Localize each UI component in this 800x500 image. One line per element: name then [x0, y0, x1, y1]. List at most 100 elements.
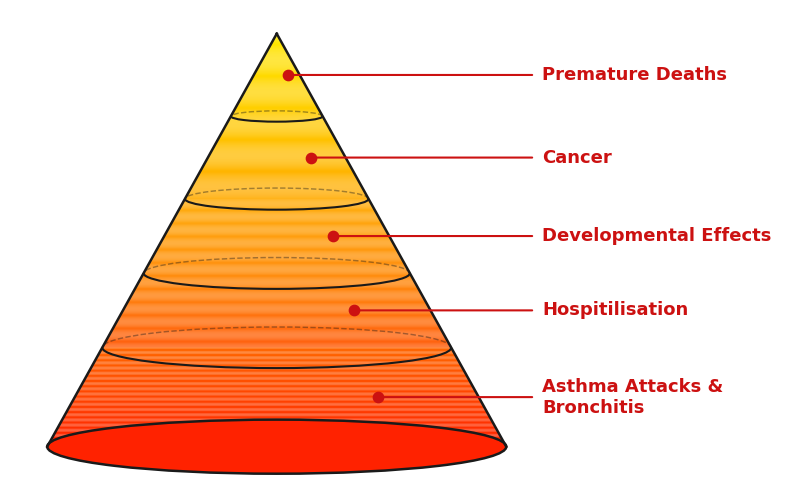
- Polygon shape: [50, 442, 504, 443]
- Polygon shape: [262, 60, 292, 62]
- Polygon shape: [59, 424, 494, 426]
- Polygon shape: [165, 234, 389, 235]
- Polygon shape: [202, 166, 350, 167]
- Polygon shape: [113, 327, 440, 328]
- Polygon shape: [54, 434, 500, 436]
- Polygon shape: [203, 165, 350, 166]
- Polygon shape: [78, 390, 475, 391]
- Polygon shape: [186, 194, 367, 196]
- Polygon shape: [129, 298, 424, 299]
- Polygon shape: [195, 179, 358, 180]
- Polygon shape: [177, 213, 377, 214]
- Polygon shape: [106, 339, 447, 340]
- Polygon shape: [256, 70, 298, 71]
- Polygon shape: [166, 232, 388, 233]
- Polygon shape: [221, 133, 332, 134]
- Polygon shape: [51, 438, 502, 439]
- Polygon shape: [112, 329, 442, 330]
- Polygon shape: [84, 380, 470, 381]
- Polygon shape: [110, 332, 443, 334]
- Point: [326, 232, 339, 240]
- Polygon shape: [164, 236, 390, 237]
- Polygon shape: [275, 34, 278, 35]
- Polygon shape: [235, 108, 318, 109]
- Polygon shape: [94, 360, 458, 361]
- Polygon shape: [167, 230, 386, 232]
- Polygon shape: [95, 358, 458, 360]
- Text: Hospitilisation: Hospitilisation: [542, 302, 688, 320]
- Polygon shape: [270, 45, 284, 46]
- Polygon shape: [269, 47, 285, 48]
- Polygon shape: [169, 226, 385, 228]
- Polygon shape: [214, 145, 339, 146]
- Polygon shape: [66, 410, 487, 412]
- Polygon shape: [217, 140, 337, 141]
- Polygon shape: [150, 261, 404, 262]
- Polygon shape: [82, 382, 471, 384]
- Polygon shape: [173, 220, 381, 221]
- Polygon shape: [180, 206, 373, 207]
- Polygon shape: [120, 314, 433, 315]
- Polygon shape: [164, 235, 390, 236]
- Polygon shape: [188, 192, 366, 194]
- Polygon shape: [158, 246, 395, 247]
- Polygon shape: [236, 106, 318, 107]
- Polygon shape: [70, 406, 484, 407]
- Polygon shape: [246, 88, 308, 90]
- Polygon shape: [200, 171, 354, 172]
- Polygon shape: [190, 188, 363, 190]
- Polygon shape: [183, 200, 370, 202]
- Polygon shape: [66, 412, 488, 413]
- Polygon shape: [72, 401, 482, 402]
- Polygon shape: [154, 253, 399, 254]
- Polygon shape: [150, 262, 404, 263]
- Polygon shape: [233, 112, 321, 113]
- Polygon shape: [58, 427, 496, 428]
- Polygon shape: [69, 407, 485, 408]
- Polygon shape: [130, 296, 423, 298]
- Polygon shape: [234, 110, 320, 111]
- Polygon shape: [251, 79, 302, 80]
- Polygon shape: [123, 308, 430, 310]
- Polygon shape: [80, 386, 474, 387]
- Polygon shape: [142, 274, 411, 275]
- Polygon shape: [157, 249, 397, 250]
- Polygon shape: [127, 301, 426, 302]
- Polygon shape: [247, 86, 306, 88]
- Polygon shape: [55, 430, 498, 432]
- Polygon shape: [239, 101, 314, 102]
- Polygon shape: [178, 210, 375, 211]
- Polygon shape: [198, 173, 354, 174]
- Polygon shape: [126, 303, 427, 304]
- Polygon shape: [168, 228, 386, 230]
- Polygon shape: [141, 278, 413, 279]
- Polygon shape: [111, 330, 442, 331]
- Polygon shape: [160, 242, 394, 244]
- Polygon shape: [170, 225, 383, 226]
- Polygon shape: [118, 318, 436, 320]
- Polygon shape: [250, 80, 303, 81]
- Polygon shape: [125, 306, 429, 308]
- Polygon shape: [143, 273, 410, 274]
- Polygon shape: [106, 340, 447, 341]
- Polygon shape: [61, 420, 493, 422]
- Polygon shape: [258, 66, 296, 68]
- Polygon shape: [74, 397, 479, 398]
- Polygon shape: [79, 388, 474, 390]
- Polygon shape: [238, 102, 315, 103]
- Polygon shape: [53, 436, 501, 437]
- Polygon shape: [90, 368, 463, 370]
- Polygon shape: [218, 137, 334, 138]
- Polygon shape: [231, 115, 322, 116]
- Polygon shape: [84, 378, 469, 380]
- Polygon shape: [260, 62, 294, 64]
- Polygon shape: [139, 280, 414, 281]
- Polygon shape: [197, 177, 357, 178]
- Polygon shape: [179, 208, 374, 209]
- Polygon shape: [83, 381, 470, 382]
- Polygon shape: [270, 44, 283, 45]
- Polygon shape: [194, 180, 358, 182]
- Polygon shape: [201, 169, 353, 170]
- Polygon shape: [272, 41, 282, 42]
- Polygon shape: [54, 433, 499, 434]
